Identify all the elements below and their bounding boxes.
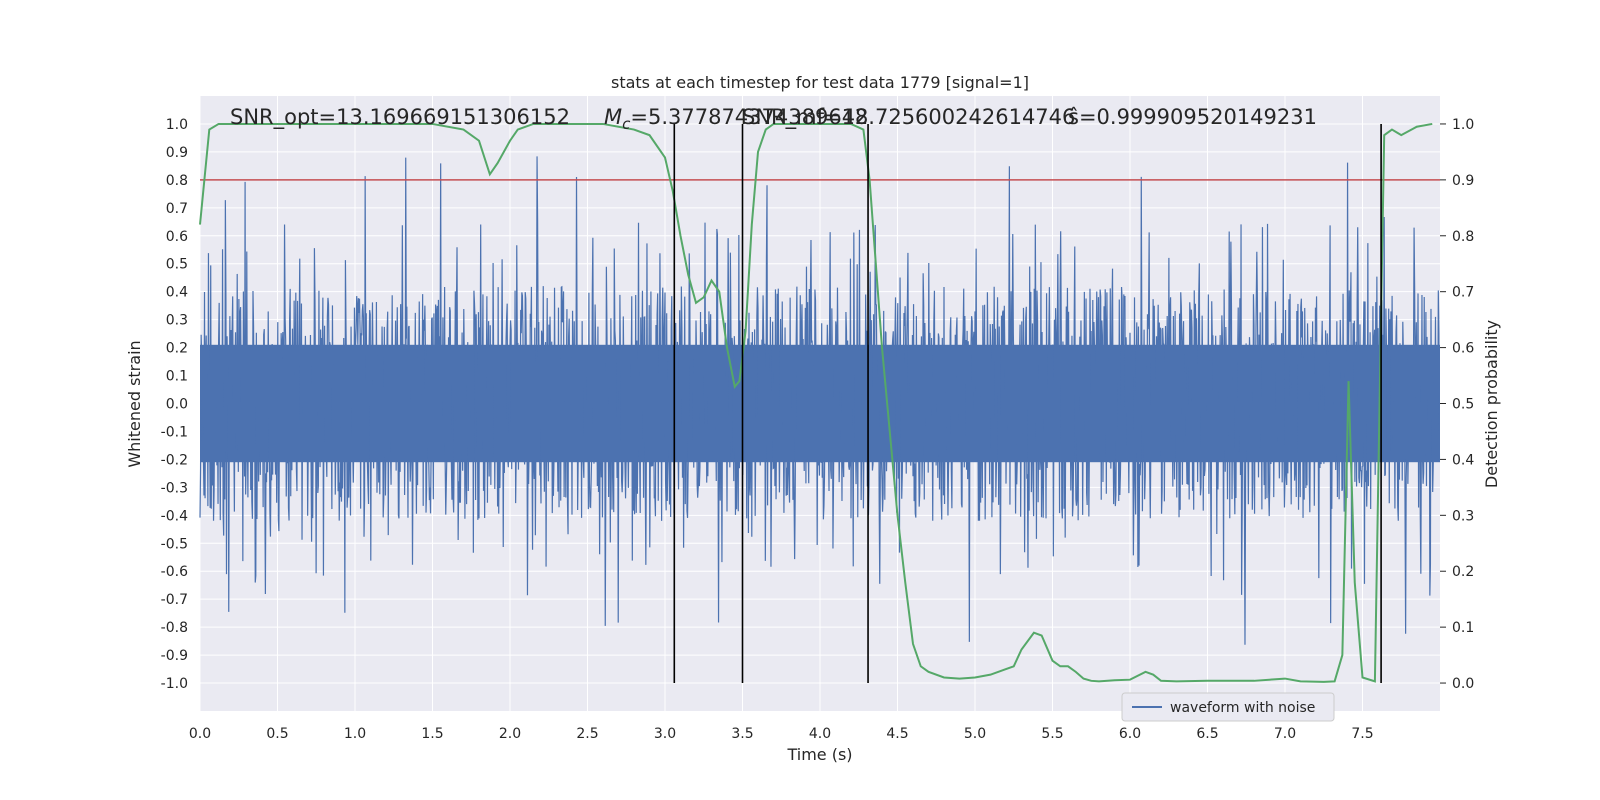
- probability-line: [199, 122, 1433, 683]
- y-tick-label-19: 0.9: [166, 145, 188, 161]
- probability-series: [199, 122, 1433, 683]
- y2-tick-label-3: 0.3: [1452, 508, 1474, 524]
- y-tick-label-17: 0.7: [166, 201, 188, 217]
- y-tick-label-18: 0.8: [166, 173, 188, 189]
- legend-box: [1121, 692, 1335, 722]
- x-tick-label-2: 1.0: [344, 726, 366, 742]
- x-tick-label-6: 3.0: [654, 726, 676, 742]
- legend: waveform with noise: [1121, 692, 1335, 722]
- y-tick-label-10: 0.0: [166, 397, 188, 413]
- y-tick-label-4: -0.6: [161, 564, 188, 580]
- y-tick-label-8: -0.2: [161, 452, 188, 468]
- y2-tick-label-9: 0.9: [1452, 173, 1474, 189]
- y-tick-label-6: -0.4: [161, 508, 188, 524]
- y-ticks: -1.0 -0.9 -0.8 -0.7 -0.6 -0.5 -0.4 -0.3 -0.2 -0.1…: [161, 117, 188, 692]
- y-tick-label-20: 1.0: [166, 117, 188, 133]
- y2-axis-label: Detection probability: [1482, 320, 1501, 488]
- annotation-chirp-mass: Mc=5.377874374389648: [604, 105, 868, 133]
- x-axis-label: Time (s): [786, 745, 852, 764]
- y-tick-label-0: -1.0: [161, 676, 188, 692]
- x-tick-label-1: 0.5: [266, 726, 288, 742]
- annotation-chirp-mass-value: =5.377874374389648: [630, 105, 868, 129]
- legend-label-waveform: waveform with noise: [1170, 700, 1315, 716]
- y-tick-label-2: -0.8: [161, 620, 188, 636]
- vertical-markers: [673, 123, 1382, 684]
- annotation-chirp-mass-sub: c: [622, 115, 631, 133]
- x-tick-label-9: 4.5: [886, 726, 908, 742]
- y-tick-label-13: 0.3: [166, 313, 188, 329]
- x-tick-label-0: 0.0: [189, 726, 211, 742]
- y-tick-label-11: 0.1: [166, 369, 188, 385]
- annotation-s-hat: ŝ=0.999909520149231: [1068, 105, 1317, 129]
- x-tick-label-14: 7.0: [1274, 726, 1296, 742]
- y2-tick-label-0: 0.0: [1452, 676, 1474, 692]
- x-ticks: 0.0 0.5 1.0 1.5 2.0 2.5 3.0 3.5 4.0 4.5 5.0 5.5 6.0 6…: [189, 726, 1374, 742]
- chart-title: stats at each timestep for test data 177…: [611, 73, 1029, 92]
- y-tick-label-5: -0.5: [161, 536, 188, 552]
- annotation-snr-mf: SNR_mf=12.725600242614746: [742, 105, 1075, 130]
- y2-tick-label-5: 0.5: [1452, 397, 1474, 413]
- x-tick-label-5: 2.5: [576, 726, 598, 742]
- y-tick-label-9: -0.1: [161, 424, 188, 440]
- y2-tick-label-8: 0.8: [1452, 229, 1474, 245]
- y2-tick-label-6: 0.6: [1452, 341, 1474, 357]
- y-tick-label-1: -0.9: [161, 648, 188, 664]
- y-axis-label: Whitened strain: [125, 340, 144, 467]
- x-tick-label-11: 5.5: [1041, 726, 1063, 742]
- x-tick-label-13: 6.5: [1196, 726, 1218, 742]
- x-tick-label-4: 2.0: [499, 726, 521, 742]
- waveform-line: [199, 156, 1441, 645]
- y-tick-label-7: -0.3: [161, 480, 188, 496]
- y-tick-label-12: 0.2: [166, 341, 188, 357]
- y2-tick-label-4: 0.4: [1452, 452, 1474, 468]
- x-tick-label-15: 7.5: [1351, 726, 1373, 742]
- y2-tick-label-2: 0.2: [1452, 564, 1474, 580]
- y2-tick-label-1: 0.1: [1452, 620, 1474, 636]
- x-tick-label-7: 3.5: [731, 726, 753, 742]
- x-tick-label-8: 4.0: [809, 726, 831, 742]
- y2-tick-label-10: 1.0: [1452, 117, 1474, 133]
- annotation-snr-opt: SNR_opt=13.169669151306152: [230, 105, 570, 130]
- x-tick-label-3: 1.5: [421, 726, 443, 742]
- annotation-chirp-mass-symbol: M: [604, 105, 622, 129]
- waveform-series: [199, 156, 1441, 645]
- y-tick-label-16: 0.6: [166, 229, 188, 245]
- y2-ticks: 0.0 0.1 0.2 0.3 0.4 0.5 0.6 0.7 0.8 0.9 1.0: [1440, 117, 1474, 692]
- x-tick-label-12: 6.0: [1119, 726, 1141, 742]
- y-tick-label-15: 0.5: [166, 257, 188, 273]
- y-tick-label-3: -0.7: [161, 592, 188, 608]
- y2-tick-label-7: 0.7: [1452, 285, 1474, 301]
- x-tick-label-10: 5.0: [964, 726, 986, 742]
- y-tick-label-14: 0.4: [166, 285, 188, 301]
